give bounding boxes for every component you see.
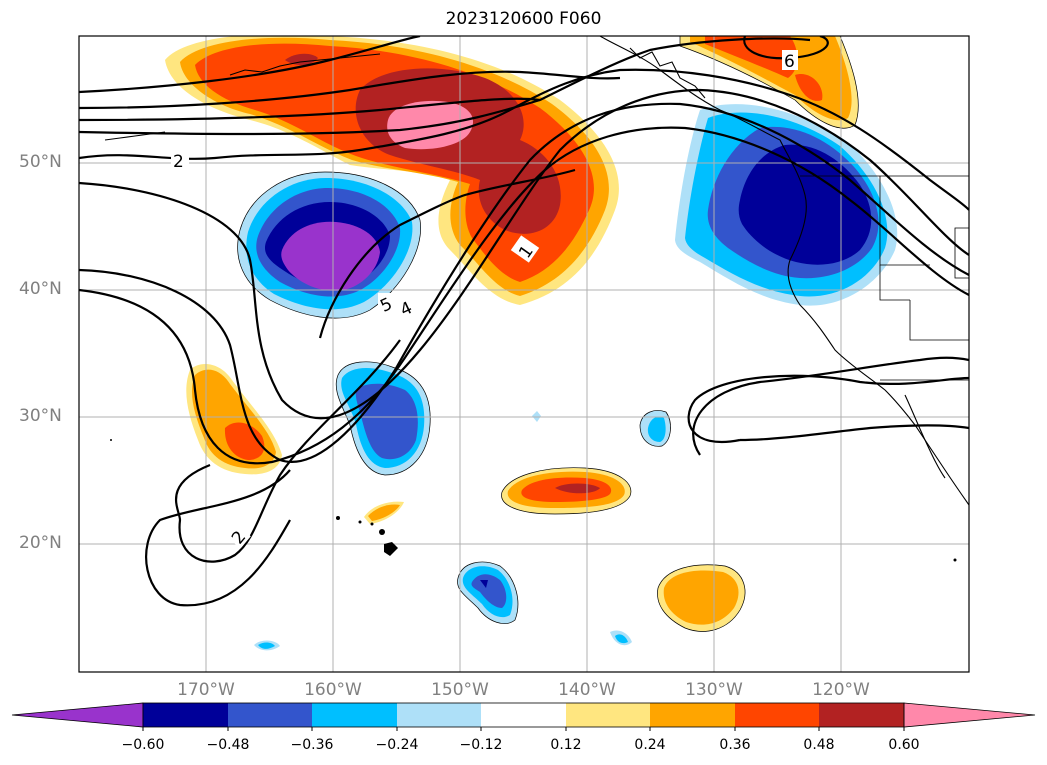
negative-anomaly-small-east	[640, 410, 671, 447]
lon-label-130w: 130°W	[685, 680, 743, 700]
lon-label-160w: 160°W	[304, 680, 362, 700]
lon-label-150w: 150°W	[431, 680, 489, 700]
lat-label-20n: 20°N	[19, 533, 62, 553]
positive-anomaly-hawaii	[364, 501, 404, 524]
colorbar-tick-label: −0.60	[121, 737, 165, 753]
colorbar-tick-label: 0.48	[803, 737, 835, 753]
positive-anomaly-south	[657, 564, 745, 632]
colorbar	[11, 702, 1036, 731]
anomaly-outlines	[237, 36, 859, 632]
colorbar-min-extension	[11, 702, 144, 728]
negative-anomaly-central	[237, 172, 421, 319]
contour-label-6: 6	[784, 52, 795, 72]
islands	[110, 439, 957, 562]
colorbar-tick-label: −0.36	[290, 737, 334, 753]
colorbar-bin	[143, 703, 228, 727]
lon-label-140w: 140°W	[558, 680, 616, 700]
lon-label-170w: 170°W	[177, 680, 235, 700]
lat-label-50n: 50°N	[19, 152, 62, 172]
negative-anomaly-south	[254, 562, 632, 651]
negative-anomaly-east	[675, 104, 898, 306]
positive-anomaly-subtropical	[501, 467, 631, 514]
contour-label-2-north: 2	[173, 152, 184, 172]
colorbar-bin	[397, 703, 481, 727]
negative-anomaly-midpacific	[336, 361, 541, 475]
colorbar-tick-label: 0.24	[634, 737, 666, 753]
colorbar-tick-label: 0.12	[550, 737, 582, 753]
lat-label-30n: 30°N	[19, 406, 62, 426]
colorbar-bin	[735, 703, 819, 727]
colorbar-bin	[481, 703, 566, 727]
colorbar-tick-label: −0.48	[206, 737, 250, 753]
lat-label-40n: 40°N	[19, 279, 62, 299]
height-contours	[79, 36, 969, 607]
colorbar-tick-label: 0.60	[888, 737, 920, 753]
colorbar-bin	[228, 703, 312, 727]
contour-labels: 2 1 5 4 6 2	[171, 50, 798, 549]
colorbar-max-extension	[903, 702, 1036, 728]
colorbar-tick-label: 0.36	[719, 737, 751, 753]
map-title: 2023120600 F060	[445, 9, 602, 29]
colorbar-tick-label: −0.12	[459, 737, 503, 753]
colorbar-bin	[819, 703, 904, 727]
colorbar-bin	[566, 703, 650, 727]
gridlines	[79, 36, 969, 672]
colorbar-bin	[650, 703, 735, 727]
lon-label-120w: 120°W	[812, 680, 870, 700]
map-frame	[78, 35, 970, 673]
colorbar-bin	[312, 703, 397, 727]
colorbar-tick-label: −0.24	[375, 737, 419, 753]
